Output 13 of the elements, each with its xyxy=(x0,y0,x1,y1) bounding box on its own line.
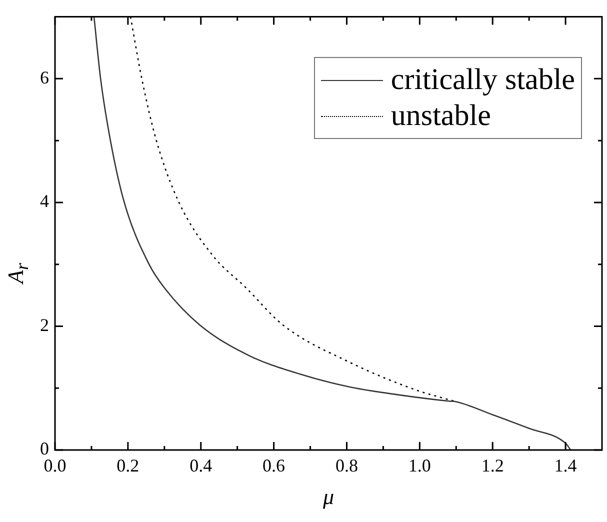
x-tick-label: 0.6 xyxy=(262,456,286,476)
x-tick-label: 0.8 xyxy=(335,456,358,476)
y-tick-label: 2 xyxy=(40,314,49,335)
x-tick-label: 1.0 xyxy=(408,456,431,476)
x-tick-label: 1.4 xyxy=(554,456,577,476)
x-axis-title: μ xyxy=(322,484,336,510)
x-tick-label: 1.2 xyxy=(481,456,504,476)
legend-label: critically stable xyxy=(390,62,575,98)
legend-label: unstable xyxy=(390,98,491,134)
y-tick-label: 4 xyxy=(40,191,49,212)
y-tick-label: 6 xyxy=(40,67,49,88)
x-tick-label: 0.4 xyxy=(190,456,212,476)
x-tick-label: 0.2 xyxy=(116,456,140,476)
